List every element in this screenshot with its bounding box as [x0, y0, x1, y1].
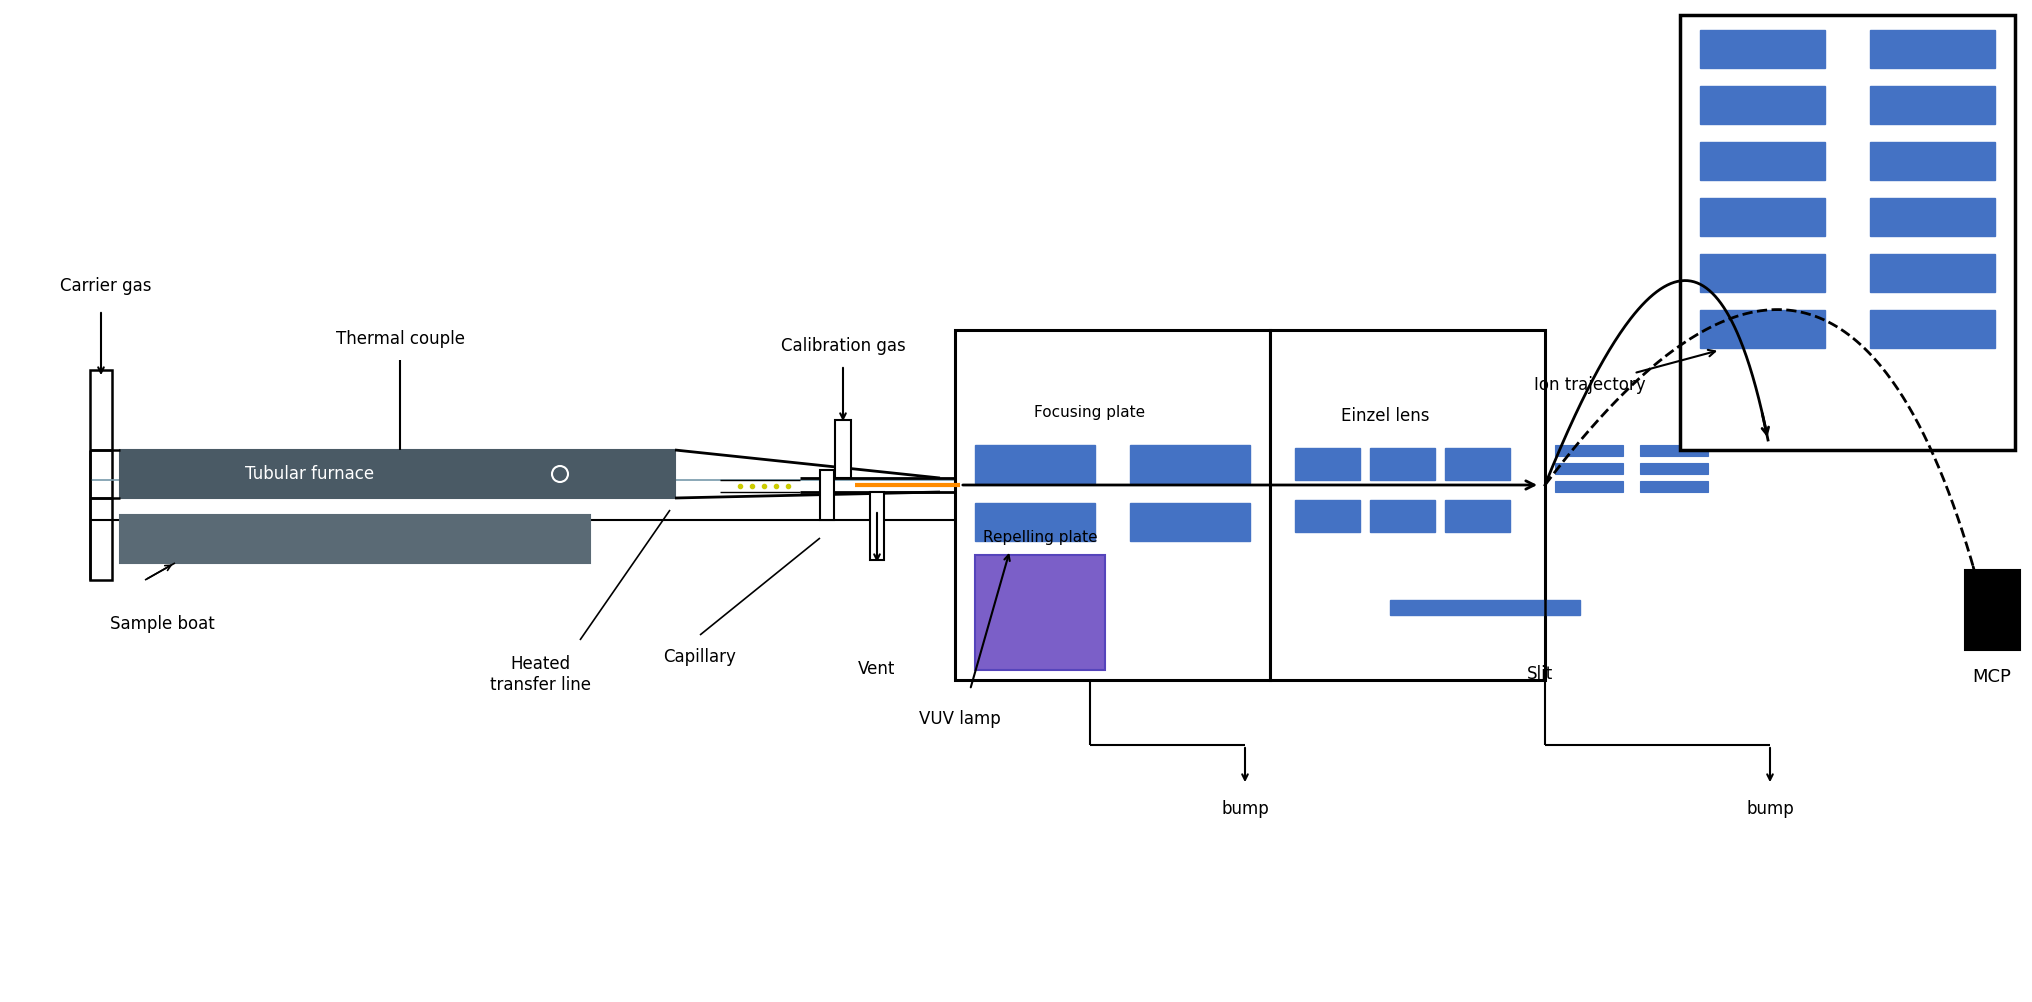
- Text: MCP: MCP: [1973, 668, 2012, 686]
- Bar: [1680, 15, 2016, 450]
- Text: Tubular furnace: Tubular furnace: [246, 465, 374, 483]
- Bar: [120, 450, 675, 498]
- Text: Heated
transfer line: Heated transfer line: [490, 655, 591, 693]
- Text: Sample boat: Sample boat: [110, 615, 215, 633]
- Bar: [1869, 254, 1995, 292]
- Bar: [1869, 198, 1995, 236]
- Text: Thermal couple: Thermal couple: [335, 330, 465, 348]
- Text: Repelling plate: Repelling plate: [983, 530, 1097, 545]
- Text: bump: bump: [1221, 800, 1268, 818]
- Bar: [870, 492, 884, 560]
- Bar: [821, 470, 833, 520]
- Bar: [835, 420, 851, 478]
- Bar: [1701, 198, 1825, 236]
- Bar: [1270, 330, 1544, 680]
- Bar: [120, 515, 589, 563]
- Bar: [1701, 310, 1825, 348]
- Bar: [1869, 86, 1995, 124]
- Bar: [1370, 448, 1435, 480]
- Bar: [1294, 448, 1359, 480]
- Bar: [89, 370, 112, 580]
- Bar: [1640, 463, 1709, 474]
- Bar: [1640, 481, 1709, 492]
- Text: Focusing plate: Focusing plate: [1034, 405, 1146, 420]
- Bar: [1554, 463, 1624, 474]
- Bar: [1370, 500, 1435, 532]
- Text: Einzel lens: Einzel lens: [1341, 407, 1428, 425]
- Bar: [975, 445, 1095, 483]
- Bar: [1445, 500, 1510, 532]
- Bar: [1701, 254, 1825, 292]
- Text: VUV lamp: VUV lamp: [918, 710, 1002, 728]
- Text: Calibration gas: Calibration gas: [780, 337, 906, 355]
- Text: Capillary: Capillary: [664, 648, 736, 666]
- Bar: [955, 330, 1270, 680]
- Bar: [975, 503, 1095, 541]
- Bar: [1965, 570, 2020, 650]
- Bar: [1701, 86, 1825, 124]
- Bar: [1869, 310, 1995, 348]
- Text: Carrier gas: Carrier gas: [61, 277, 152, 295]
- Bar: [1701, 142, 1825, 180]
- Text: Ion trajectory: Ion trajectory: [1534, 350, 1715, 394]
- Bar: [1554, 481, 1624, 492]
- Bar: [1869, 30, 1995, 68]
- Text: Slit: Slit: [1526, 665, 1552, 683]
- Bar: [1390, 600, 1581, 615]
- Text: bump: bump: [1745, 800, 1794, 818]
- Bar: [1130, 445, 1250, 483]
- Bar: [1445, 448, 1510, 480]
- Bar: [1701, 30, 1825, 68]
- Bar: [1130, 503, 1250, 541]
- Bar: [1554, 445, 1624, 456]
- Bar: [1640, 445, 1709, 456]
- Bar: [975, 555, 1105, 670]
- Bar: [1294, 500, 1359, 532]
- Bar: [1869, 142, 1995, 180]
- Text: Vent: Vent: [858, 660, 896, 678]
